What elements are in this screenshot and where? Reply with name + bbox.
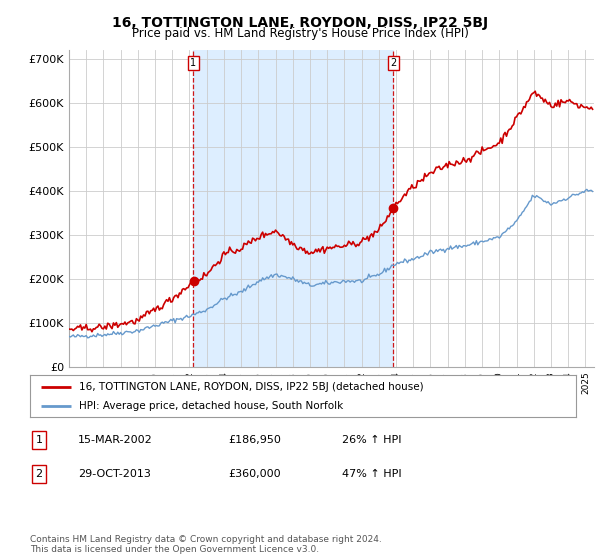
- Text: £360,000: £360,000: [228, 469, 281, 479]
- Text: 16, TOTTINGTON LANE, ROYDON, DISS, IP22 5BJ (detached house): 16, TOTTINGTON LANE, ROYDON, DISS, IP22 …: [79, 381, 424, 391]
- Text: 15-MAR-2002: 15-MAR-2002: [78, 435, 153, 445]
- Text: £186,950: £186,950: [228, 435, 281, 445]
- Text: 2: 2: [35, 469, 43, 479]
- Text: 1: 1: [35, 435, 43, 445]
- Text: 16, TOTTINGTON LANE, ROYDON, DISS, IP22 5BJ: 16, TOTTINGTON LANE, ROYDON, DISS, IP22 …: [112, 16, 488, 30]
- Bar: [193, 50, 393, 367]
- Text: HPI: Average price, detached house, South Norfolk: HPI: Average price, detached house, Sout…: [79, 401, 343, 411]
- Text: Contains HM Land Registry data © Crown copyright and database right 2024.
This d: Contains HM Land Registry data © Crown c…: [30, 535, 382, 554]
- Text: 1: 1: [190, 58, 196, 68]
- Text: 29-OCT-2013: 29-OCT-2013: [78, 469, 151, 479]
- Text: 47% ↑ HPI: 47% ↑ HPI: [342, 469, 401, 479]
- Text: 2: 2: [390, 58, 396, 68]
- Text: Price paid vs. HM Land Registry's House Price Index (HPI): Price paid vs. HM Land Registry's House …: [131, 27, 469, 40]
- Text: 26% ↑ HPI: 26% ↑ HPI: [342, 435, 401, 445]
